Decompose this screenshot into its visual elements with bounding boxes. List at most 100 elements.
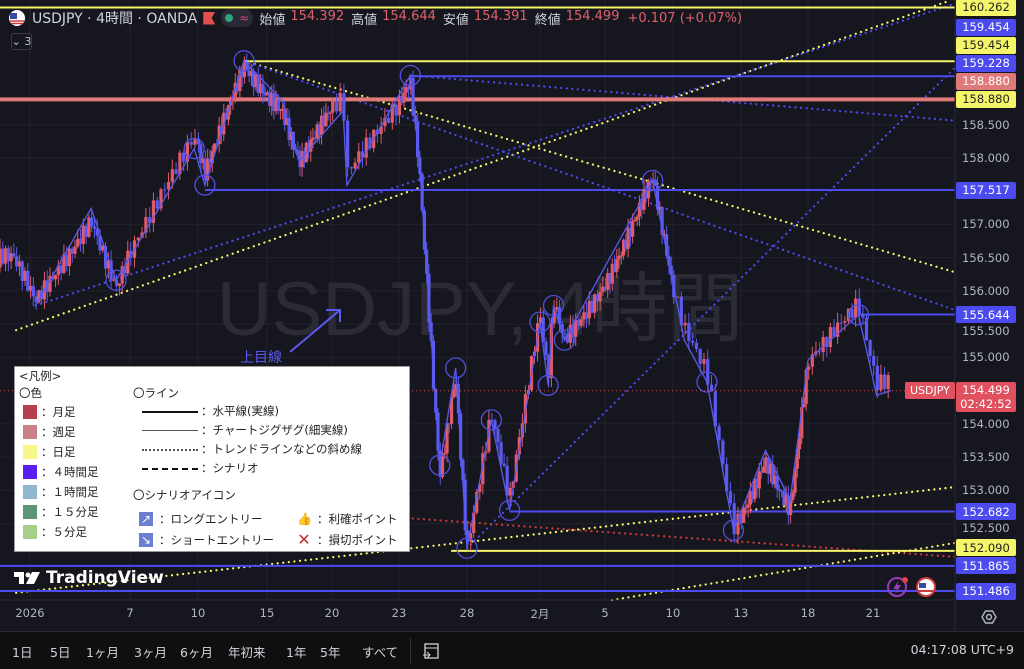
- eye-settings-icon[interactable]: [981, 610, 997, 624]
- price-level-label[interactable]: 158.880: [956, 90, 1016, 108]
- brand-name: TradingView: [46, 568, 164, 588]
- candle: [15, 247, 19, 272]
- trendline[interactable]: [242, 59, 957, 312]
- pivot-circle[interactable]: [498, 499, 521, 521]
- trendline[interactable]: [465, 66, 957, 550]
- pivot-circle[interactable]: [456, 537, 478, 559]
- range-button-2[interactable]: 1ヶ月: [86, 645, 119, 660]
- range-button-4[interactable]: 6ヶ月: [180, 645, 213, 660]
- flag-icon[interactable]: [203, 11, 216, 25]
- pivot-circle[interactable]: [847, 304, 870, 326]
- candle: [23, 267, 27, 286]
- pivot-circle[interactable]: [537, 374, 559, 396]
- candle: [615, 249, 619, 278]
- ohlc-label: 高値: [351, 12, 378, 28]
- price-tick: 153.500: [962, 450, 1010, 465]
- candle: [322, 106, 326, 133]
- pivot-circle[interactable]: [233, 50, 255, 72]
- price-level-label[interactable]: 160.262: [956, 0, 1016, 16]
- price-level-label[interactable]: 158.880: [956, 72, 1016, 90]
- price-level-label[interactable]: 159.454: [956, 18, 1016, 36]
- pivot-circle[interactable]: [399, 64, 421, 87]
- pivot-circle[interactable]: [183, 137, 205, 160]
- pivot-circle[interactable]: [194, 174, 216, 196]
- us-flag-icon[interactable]: [916, 577, 936, 597]
- candle: [307, 136, 311, 159]
- up-arrow-icon[interactable]: [289, 309, 341, 353]
- candle: [595, 289, 600, 312]
- horizontal-lines[interactable]: [0, 6, 955, 593]
- range-button-8[interactable]: すべて: [362, 645, 399, 660]
- lightning-icon[interactable]: [887, 577, 908, 597]
- candle: [265, 90, 270, 96]
- candle: [601, 276, 605, 297]
- price-level-label[interactable]: 151.865: [956, 557, 1016, 575]
- ohlc-value: 154.392: [290, 8, 345, 24]
- range-button-6[interactable]: 1年: [286, 645, 307, 660]
- price-level-label[interactable]: 152.090: [956, 539, 1016, 557]
- legend-title: <凡例>: [19, 369, 62, 383]
- price-tick: 156.000: [962, 283, 1010, 298]
- pivot-circle[interactable]: [480, 409, 502, 431]
- price-level-label[interactable]: 151.486: [956, 582, 1016, 600]
- price-level-label[interactable]: 152.682: [956, 503, 1016, 521]
- candle: [797, 428, 802, 459]
- range-button-1[interactable]: 5日: [50, 645, 71, 660]
- candle: [598, 283, 602, 311]
- candle: [196, 132, 201, 153]
- trendline[interactable]: [610, 541, 957, 602]
- tradingview-logo[interactable]: TradingView: [14, 568, 164, 588]
- range-button-5[interactable]: 年初来: [228, 645, 266, 660]
- trendline[interactable]: [15, 485, 957, 594]
- market-status[interactable]: ≈: [221, 9, 254, 27]
- price-level-label[interactable]: 159.454: [956, 36, 1016, 54]
- candle: [334, 93, 339, 115]
- candle: [517, 428, 521, 460]
- candle: [3, 245, 8, 272]
- candle: [31, 276, 35, 307]
- pivot-circle[interactable]: [722, 519, 745, 541]
- thumbs-up-icon: 👍: [297, 512, 312, 526]
- range-button-7[interactable]: 5年: [320, 645, 341, 660]
- annotation-text[interactable]: 上目線: [240, 350, 282, 366]
- price-level-label[interactable]: 159.228: [956, 54, 1016, 72]
- candle: [508, 482, 512, 506]
- range-button-3[interactable]: 3ヶ月: [134, 645, 167, 660]
- price-tick: 158.500: [962, 117, 1010, 132]
- calendar-goto-icon[interactable]: [422, 641, 440, 661]
- candle: [62, 244, 66, 275]
- candle: [777, 484, 782, 501]
- zigzag-line[interactable]: [34, 59, 892, 549]
- pivot-circle[interactable]: [696, 371, 718, 393]
- clock[interactable]: 04:17:08 UTC+9: [910, 642, 1014, 657]
- pivot-circle[interactable]: [105, 269, 127, 291]
- symbol-title[interactable]: USDJPY · 4時間 · OANDA: [32, 11, 198, 27]
- candle: [95, 219, 99, 245]
- candle: [751, 485, 755, 503]
- price-tick: 154.000: [962, 416, 1010, 431]
- candle: [587, 291, 591, 326]
- pivot-circle[interactable]: [641, 169, 664, 192]
- range-button-0[interactable]: 1日: [12, 645, 33, 660]
- candle: [0, 238, 2, 273]
- indicators-collapse-button[interactable]: ⌄ 3: [11, 33, 32, 50]
- candle: [617, 247, 621, 269]
- candle: [449, 391, 454, 429]
- price-tick: 152.500: [962, 520, 1010, 535]
- price-level-label[interactable]: 155.644: [956, 306, 1016, 324]
- trendline[interactable]: [242, 59, 957, 274]
- time-tick: 20: [324, 606, 340, 620]
- pivot-circle[interactable]: [553, 329, 576, 351]
- candle: [315, 121, 319, 143]
- candle: [635, 214, 639, 226]
- color-swatch: [23, 405, 37, 419]
- legend-color-label: ：１５分足: [41, 505, 99, 519]
- pivot-circle[interactable]: [529, 311, 551, 333]
- price-level-label[interactable]: 157.517: [956, 181, 1016, 199]
- line-style-sample: [142, 449, 198, 451]
- zigzag[interactable]: [34, 50, 892, 559]
- pivot-circle[interactable]: [429, 454, 451, 476]
- pivot-circle[interactable]: [542, 294, 565, 317]
- trendline[interactable]: [34, 2, 957, 307]
- pivot-circle[interactable]: [445, 357, 467, 379]
